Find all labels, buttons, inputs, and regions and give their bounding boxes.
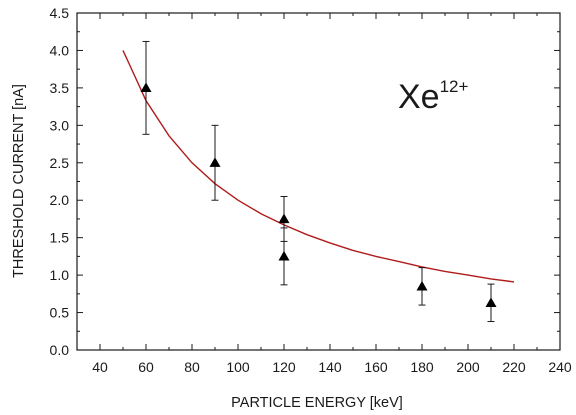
x-tick-label: 160 [364,359,388,375]
axes [76,12,561,351]
data-point-triangle [278,213,290,224]
annotation-label: Xe12+ [398,77,469,116]
y-tick-label: 2.0 [50,192,70,208]
y-tick-label: 1.0 [50,267,70,283]
data-point-triangle [140,82,152,93]
y-tick-label: 0.0 [50,342,70,358]
x-tick-label: 60 [138,359,154,375]
y-tick-label: 4.5 [50,5,70,21]
x-tick-label: 40 [92,359,108,375]
plot-frame [76,12,561,351]
x-tick-label: 180 [410,359,434,375]
data-point-triangle [209,157,221,167]
data-point-triangle [278,250,290,261]
x-tick-label: 140 [318,359,342,375]
y-tick-label: 1.5 [50,230,70,246]
y-tick-label: 3.5 [50,80,70,96]
x-tick-label: 240 [548,359,572,375]
y-tick-label: 3.0 [50,117,70,133]
ticks: 40 60 80 100 120 140 160 180 200 220 240 0.0 0.5 1.0 1… [50,5,572,375]
data-point-triangle [416,280,428,291]
y-axis-title: THRESHOLD CURRENT [nA] [11,84,27,278]
fit-curve [122,50,515,283]
x-tick-label: 200 [456,359,480,375]
y-tick-label: 0.5 [50,305,70,321]
x-tick-label: 220 [502,359,526,375]
fit-curve-layer [122,50,515,283]
data-point-triangle [485,297,497,307]
y-tick-label: 2.5 [50,155,70,171]
data-points-layer [140,40,497,323]
y-tick-label: 4.0 [50,42,70,58]
x-tick-label: 80 [184,359,200,375]
x-tick-label: 120 [272,359,296,375]
x-axis-title: PARTICLE ENERGY [keV] [231,395,403,411]
x-tick-label: 100 [226,359,250,375]
